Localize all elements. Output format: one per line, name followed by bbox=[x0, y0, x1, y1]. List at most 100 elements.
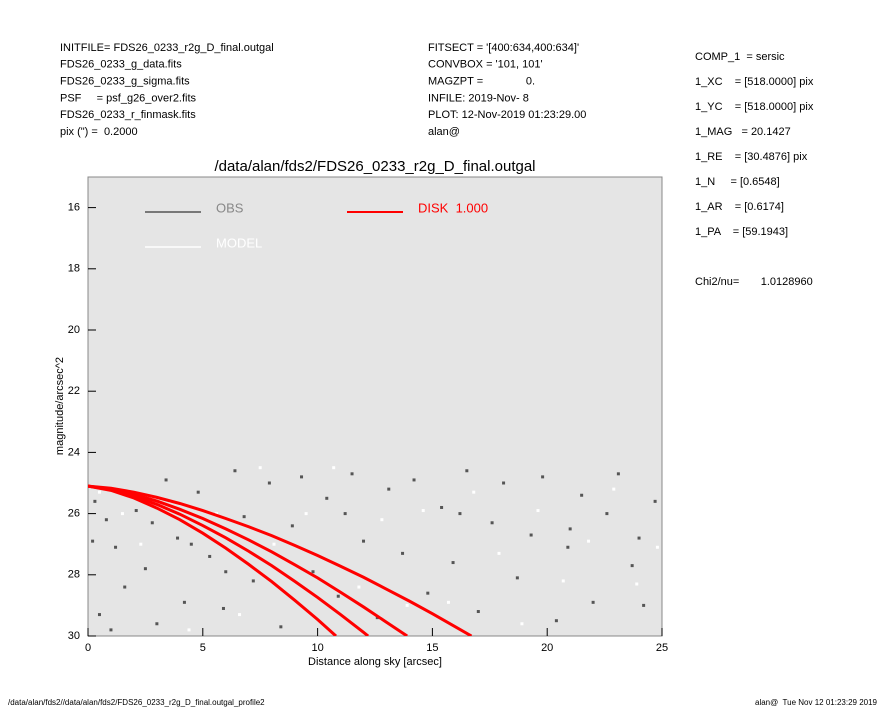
y-axis-label: magnitude/arcsec^2 bbox=[54, 357, 66, 455]
point bbox=[290, 524, 294, 528]
point bbox=[150, 521, 154, 525]
point bbox=[304, 512, 308, 516]
x-tick-label: 5 bbox=[200, 642, 206, 654]
disk-curve bbox=[88, 484, 370, 636]
header-left: FDS26_0233_g_data.fits bbox=[60, 59, 182, 71]
header-middle: FITSECT = '[400:634,400:634]' bbox=[428, 42, 579, 54]
header-middle: alan@ bbox=[428, 126, 460, 138]
header-left: PSF = psf_g26_over2.fits bbox=[60, 92, 197, 104]
point bbox=[554, 619, 558, 623]
point bbox=[612, 487, 616, 491]
point bbox=[242, 515, 246, 519]
point bbox=[362, 539, 366, 543]
point bbox=[196, 490, 200, 494]
header-left: FDS26_0233_r_finmask.fits bbox=[60, 109, 196, 121]
point bbox=[221, 606, 225, 610]
point bbox=[155, 622, 159, 626]
point bbox=[325, 496, 329, 500]
point bbox=[405, 603, 409, 607]
y-tick-label: 28 bbox=[68, 569, 80, 581]
point bbox=[451, 561, 455, 565]
point bbox=[97, 613, 101, 617]
point bbox=[120, 512, 124, 516]
point bbox=[267, 481, 271, 485]
x-tick-label: 20 bbox=[541, 642, 553, 654]
plot-area bbox=[87, 176, 663, 637]
header-left: INITFILE= FDS26_0233_r2g_D_final.outgal bbox=[60, 42, 274, 54]
header-right: 1_YC = [518.0000] pix bbox=[695, 101, 814, 113]
point bbox=[642, 603, 646, 607]
point bbox=[332, 466, 336, 470]
point bbox=[476, 610, 480, 614]
header-middle: MAGZPT = 0. bbox=[428, 76, 535, 88]
header-right: 1_XC = [518.0000] pix bbox=[695, 76, 814, 88]
legend-label: OBS bbox=[216, 200, 244, 215]
point bbox=[233, 469, 237, 473]
legend-label: MODEL bbox=[216, 235, 262, 250]
point bbox=[653, 499, 657, 503]
point bbox=[336, 594, 340, 598]
x-tick-label: 15 bbox=[426, 642, 438, 654]
point bbox=[465, 469, 469, 473]
point bbox=[446, 600, 450, 604]
legend-label: DISK 1.000 bbox=[418, 200, 488, 215]
point bbox=[114, 545, 118, 549]
point bbox=[109, 628, 113, 632]
y-tick-label: 22 bbox=[68, 385, 80, 397]
point bbox=[426, 591, 430, 595]
point bbox=[566, 545, 570, 549]
y-tick-label: 30 bbox=[68, 630, 80, 642]
point bbox=[182, 600, 186, 604]
header-right: 1_AR = [0.6174] bbox=[695, 201, 784, 213]
disk-curve bbox=[88, 484, 473, 636]
footer-left: /data/alan/fds2//data/alan/fds2/FDS26_02… bbox=[8, 698, 265, 707]
point bbox=[176, 536, 180, 540]
point bbox=[587, 539, 591, 543]
point bbox=[502, 481, 506, 485]
point bbox=[258, 466, 262, 470]
x-tick-label: 0 bbox=[85, 642, 91, 654]
point bbox=[458, 512, 462, 516]
point bbox=[630, 564, 634, 568]
point bbox=[350, 472, 354, 476]
header-right: 1_N = [0.6548] bbox=[695, 176, 780, 188]
point bbox=[164, 478, 168, 482]
point bbox=[123, 585, 127, 589]
point bbox=[421, 509, 425, 513]
point bbox=[187, 628, 191, 632]
point bbox=[139, 542, 143, 546]
point bbox=[189, 542, 193, 546]
point bbox=[635, 582, 639, 586]
point bbox=[251, 579, 255, 583]
chi2: Chi2/nu= 1.0128960 bbox=[695, 276, 813, 288]
header-right: 1_PA = [59.1943] bbox=[695, 226, 788, 238]
point bbox=[238, 613, 242, 617]
chart-title: /data/alan/fds2/FDS26_0233_r2g_D_final.o… bbox=[214, 158, 535, 175]
disk-curve bbox=[88, 484, 408, 636]
point bbox=[440, 505, 444, 509]
point bbox=[472, 490, 476, 494]
point bbox=[490, 521, 494, 525]
header-right: 1_MAG = 20.1427 bbox=[695, 126, 791, 138]
plot bbox=[88, 466, 659, 636]
point bbox=[529, 533, 533, 537]
point bbox=[497, 551, 501, 555]
point bbox=[224, 570, 228, 574]
point bbox=[401, 551, 405, 555]
point bbox=[208, 554, 212, 558]
point bbox=[580, 493, 584, 497]
point bbox=[591, 600, 595, 604]
y-tick-label: 16 bbox=[68, 202, 80, 214]
y-tick-label: 24 bbox=[68, 446, 80, 458]
x-tick-label: 25 bbox=[656, 642, 668, 654]
point bbox=[655, 545, 659, 549]
point bbox=[387, 487, 391, 491]
point bbox=[616, 472, 620, 476]
header-middle: CONVBOX = '101, 101' bbox=[428, 59, 543, 71]
point bbox=[215, 512, 219, 516]
x-tick-label: 10 bbox=[311, 642, 323, 654]
y-tick-label: 26 bbox=[68, 508, 80, 520]
point bbox=[541, 475, 545, 479]
x-axis-label: Distance along sky [arcsec] bbox=[308, 656, 442, 668]
header-left: pix (") = 0.2000 bbox=[60, 126, 138, 138]
